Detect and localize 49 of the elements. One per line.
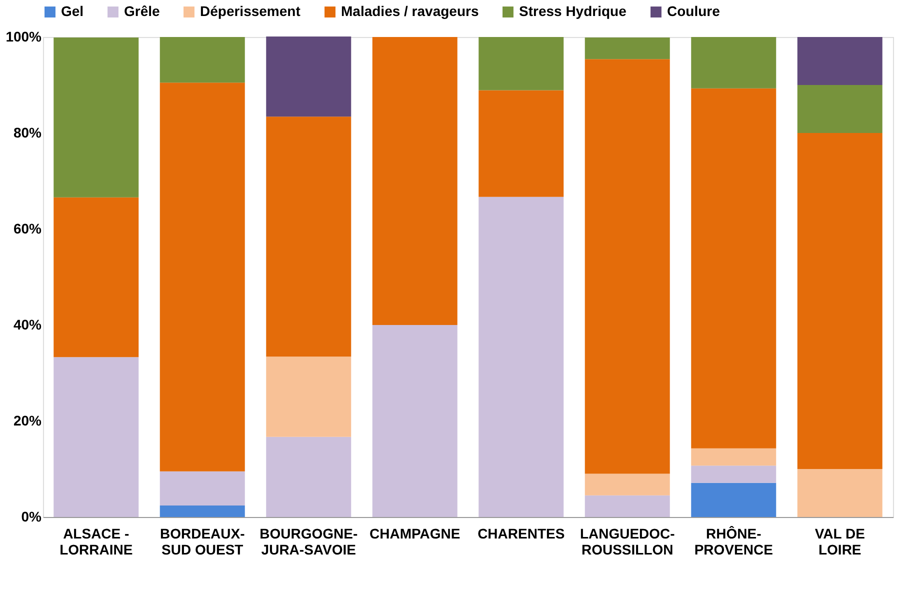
bar (584, 59, 670, 474)
bar (584, 37, 670, 60)
x-tick-label: ALSACE - LORRAINE (60, 526, 133, 558)
x-tick-label: LANGUEDOC-ROUSSILLON (580, 526, 676, 558)
bar (478, 90, 564, 197)
bar (797, 133, 882, 469)
bar (266, 116, 352, 357)
legend-label: Coulure (667, 3, 720, 19)
legend-label: Maladies / ravageurs (341, 3, 479, 19)
bar (797, 37, 882, 85)
bar (266, 436, 352, 517)
x-tick-label: CHAMPAGNE (370, 526, 460, 542)
bar (691, 88, 776, 448)
bar (691, 482, 776, 517)
x-tick-label: CHARENTES (478, 526, 565, 542)
bar (160, 505, 245, 517)
bar (160, 82, 245, 472)
bar (691, 448, 776, 466)
bar (54, 37, 139, 198)
bar (266, 356, 352, 437)
legend-label: Déperissement (200, 3, 301, 19)
y-tick-label: 40% (13, 316, 42, 332)
y-tick-label: 100% (6, 28, 42, 44)
legend-label: Gel (61, 3, 84, 19)
bar (691, 37, 776, 88)
y-tick-label: 20% (13, 412, 42, 428)
bar (797, 85, 882, 133)
bar (372, 37, 458, 325)
bar (797, 469, 882, 517)
x-tick-label: VAL DE LOIRE (814, 526, 865, 558)
bar (584, 495, 670, 517)
y-tick-label: 60% (13, 220, 42, 236)
y-tick-label: 0% (21, 508, 42, 524)
bar (54, 357, 139, 517)
bar (160, 37, 245, 83)
legend-label: Stress Hydrique (519, 3, 627, 19)
bar (478, 37, 564, 90)
bar (478, 196, 564, 517)
bar (266, 36, 352, 117)
legend-label: Grêle (124, 3, 160, 19)
x-tick-label: BORDEAUX-SUD OUEST (160, 526, 246, 558)
bar (372, 325, 458, 517)
x-tick-label: BOURGOGNE-JURA-SAVOIE (260, 526, 358, 558)
y-tick-label: 80% (13, 124, 42, 140)
bar (691, 466, 776, 483)
x-tick-label: RHÔNE-PROVENCE (694, 526, 773, 558)
bar (160, 471, 245, 506)
bar (584, 474, 670, 496)
bar (54, 197, 139, 358)
